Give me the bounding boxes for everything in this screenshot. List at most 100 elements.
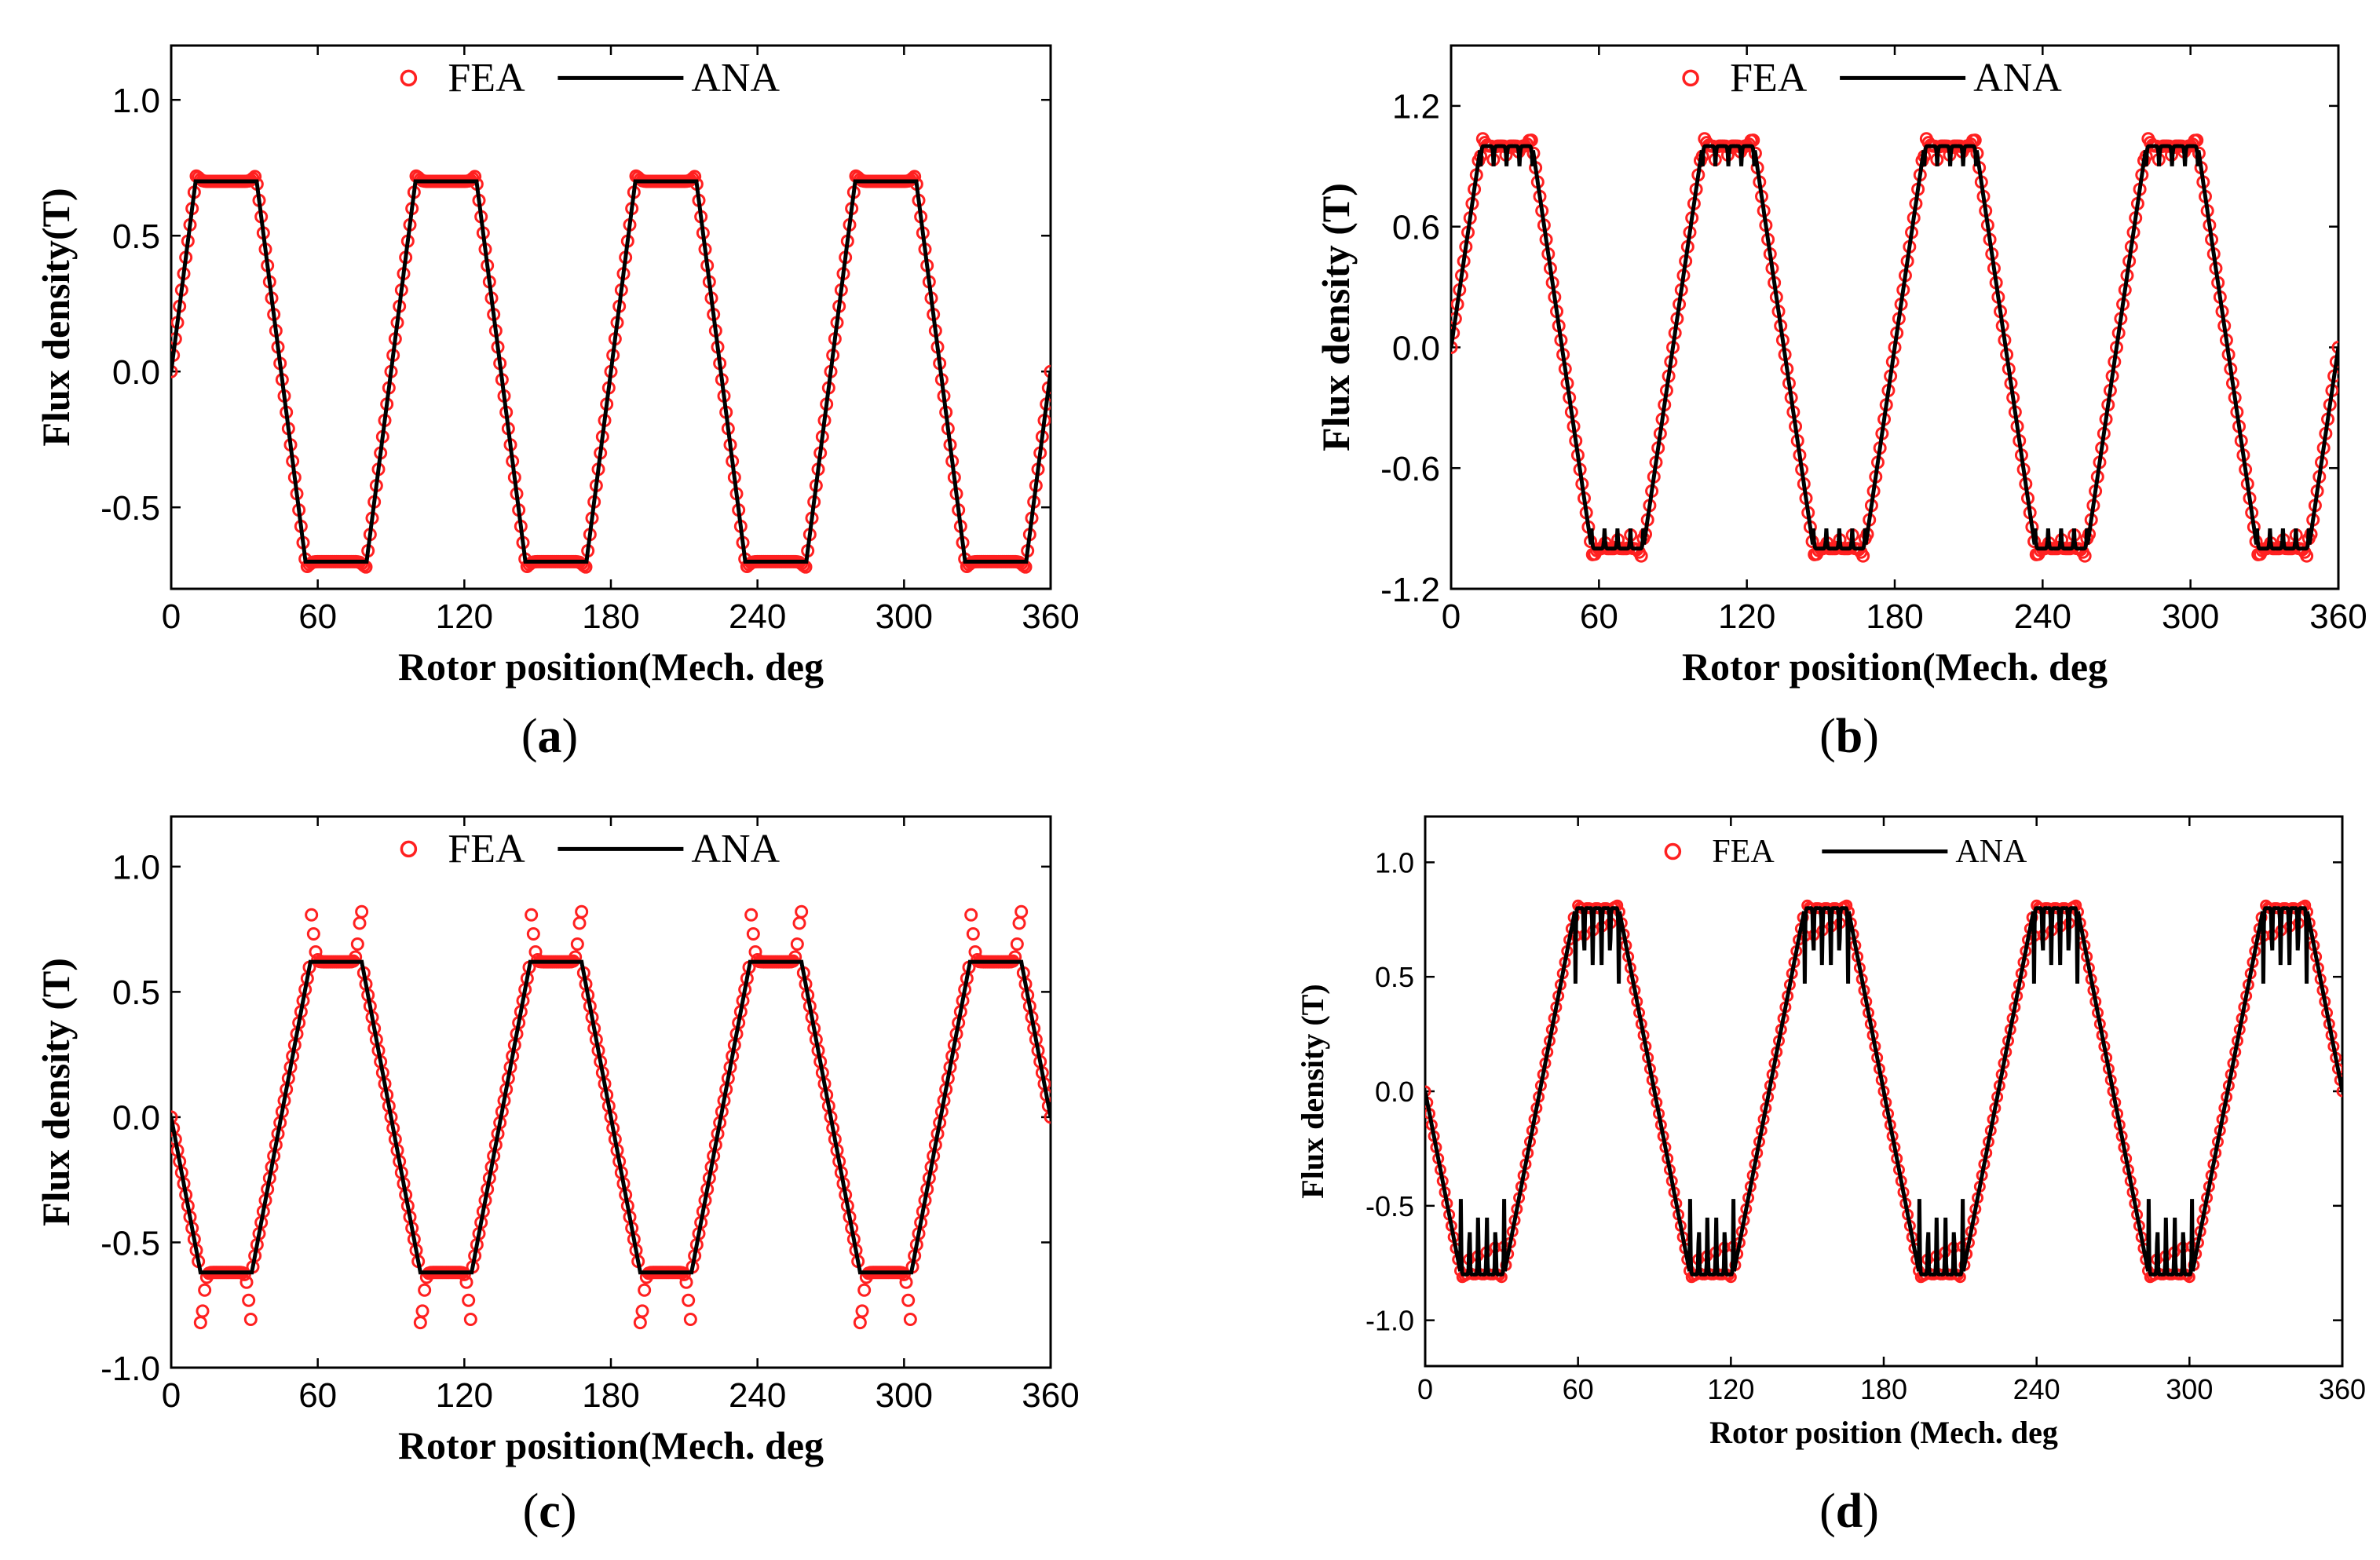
fea-point <box>572 916 587 930</box>
ana-line <box>171 959 1051 1275</box>
y-tick-label: -1.0 <box>1365 1305 1414 1337</box>
x-tick-label: 120 <box>1718 597 1775 636</box>
fea-point <box>239 1275 254 1289</box>
fea-point <box>966 927 980 941</box>
y-tick-label: -1.0 <box>101 1350 160 1388</box>
fea-point <box>1015 904 1029 919</box>
fea-point <box>682 1293 696 1307</box>
fea-point <box>901 1293 916 1307</box>
y-tick-label: 0.5 <box>1375 961 1414 993</box>
fea-point <box>790 937 804 952</box>
x-tick-label: 120 <box>1707 1373 1754 1405</box>
panel-caption-letter: d <box>1836 1485 1863 1538</box>
y-tick-label: 1.0 <box>1375 846 1414 879</box>
y-tick-label: 0.0 <box>112 353 160 392</box>
fea-point <box>2078 549 2092 563</box>
panel-caption: (d) <box>1819 1485 1879 1538</box>
fea-point <box>196 1304 210 1318</box>
fea-point <box>243 1313 258 1327</box>
legend-fea-marker <box>400 69 418 87</box>
x-axis-title: Rotor position(Mech. deg <box>398 645 824 689</box>
x-tick-label: 300 <box>876 597 933 636</box>
y-tick-label: 0.5 <box>112 974 160 1012</box>
fea-point <box>903 1313 917 1327</box>
fea-point <box>795 904 809 919</box>
x-tick-label: 240 <box>729 1376 786 1415</box>
x-tick-label: 360 <box>1022 1376 1079 1415</box>
fea-point <box>638 1283 652 1297</box>
fea-point <box>418 1283 432 1297</box>
legend-fea-label: FEA <box>448 56 525 100</box>
fea-point <box>853 1316 867 1330</box>
fea-point <box>237 1267 251 1281</box>
fea-point <box>677 1267 691 1281</box>
fea-point <box>193 1316 207 1330</box>
x-axis-title: Rotor position (Mech. deg <box>1709 1415 2058 1450</box>
x-tick-label: 300 <box>2166 1373 2213 1405</box>
x-tick-label: 240 <box>2013 1373 2060 1405</box>
y-tick-label: -1.2 <box>1380 571 1440 609</box>
x-axis-title: Rotor position(Mech. deg <box>398 1423 824 1467</box>
x-tick-label: 60 <box>298 597 337 636</box>
y-tick-label: -0.5 <box>101 1224 160 1262</box>
legend-fea-marker <box>1682 69 1699 87</box>
fea-point <box>1010 937 1024 952</box>
fea-point <box>683 1313 697 1327</box>
fea-point <box>355 904 369 919</box>
x-tick-label: 60 <box>1563 1373 1594 1405</box>
panel-c: 0 60 120 180 240 300 360 -1.0 -0.5 0.0 0.5 1.0 Rotor… <box>34 815 1080 1538</box>
fea-point <box>1425 1085 1431 1098</box>
legend-fea-marker <box>400 840 418 858</box>
panel-a: 0 60 120 180 240 300 360 -0.5 0.0 0.5 1.0 Rotor pos… <box>34 44 1080 763</box>
legend-ana-label: ANA <box>691 827 780 871</box>
fea-point <box>897 1267 911 1281</box>
y-tick-label: 0.6 <box>1392 209 1440 247</box>
fea-point <box>1012 916 1026 930</box>
fea-point <box>633 1316 647 1330</box>
x-tick-label: 180 <box>582 597 639 636</box>
fea-point <box>744 908 759 922</box>
x-tick-label: 180 <box>1866 597 1923 636</box>
x-tick-label: 0 <box>1417 1373 1433 1405</box>
fea-point <box>2331 340 2338 354</box>
y-tick-label: 0.5 <box>112 217 160 256</box>
fea-point <box>2300 549 2314 563</box>
x-tick-label: 240 <box>729 597 786 636</box>
y-axis-title: Flux density (T) <box>34 958 78 1226</box>
fea-point <box>679 1275 693 1289</box>
panel-caption-letter: b <box>1836 710 1863 763</box>
fea-point <box>1856 549 1870 563</box>
x-tick-label: 0 <box>1442 597 1461 636</box>
x-tick-label: 300 <box>2162 597 2219 636</box>
y-tick-label: -0.5 <box>101 489 160 528</box>
fea-point <box>526 927 540 941</box>
x-tick-label: 180 <box>582 1376 639 1415</box>
ana-line <box>171 179 1051 564</box>
x-tick-label: 0 <box>162 597 181 636</box>
fea-point <box>1634 549 1648 563</box>
legend-ana-label: ANA <box>1955 834 2027 870</box>
panel-caption-letter: a <box>538 710 562 763</box>
x-tick-label: 120 <box>436 1376 493 1415</box>
fea-point <box>463 1313 477 1327</box>
panel-b: 0 60 120 180 240 300 360 -1.2 -0.6 0.0 0.6 1.2 Rotor… <box>1314 44 2367 763</box>
fea-point <box>171 364 178 378</box>
fea-point <box>171 1110 178 1124</box>
fea-point <box>413 1316 427 1330</box>
fea-point <box>525 908 539 922</box>
y-tick-label: 1.0 <box>112 849 160 887</box>
y-tick-label: 1.0 <box>112 82 160 120</box>
x-tick-label: 300 <box>876 1376 933 1415</box>
x-tick-label: 360 <box>2319 1373 2366 1405</box>
legend-fea-label: FEA <box>1712 834 1775 870</box>
panel-caption: (c) <box>523 1485 577 1538</box>
x-tick-label: 60 <box>298 1376 337 1415</box>
y-axis-title: Flux density(T) <box>34 188 78 446</box>
x-tick-label: 240 <box>2014 597 2071 636</box>
fea-point <box>2336 1085 2342 1098</box>
fea-point <box>746 927 760 941</box>
ana-line <box>1425 906 2342 1277</box>
fea-point <box>1044 1110 1051 1124</box>
legend-ana-label: ANA <box>691 56 780 100</box>
fea-point <box>855 1304 869 1318</box>
